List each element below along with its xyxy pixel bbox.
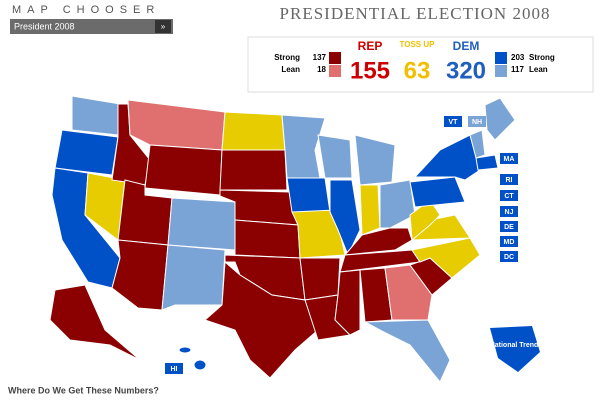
state[interactable] [286,177,331,213]
state[interactable] [219,149,288,191]
dropdown-button[interactable] [155,20,171,33]
rep-strong-swatch [329,52,341,64]
chooser-title: MAP CHOOSER [12,4,160,16]
dem-strong-swatch [495,52,507,64]
label-box[interactable] [468,116,486,127]
state-label: RI [506,177,513,184]
state[interactable] [475,154,499,171]
state[interactable] [281,114,326,179]
dem-strong-label: Strong [529,53,555,62]
rep-label: REP [358,39,383,53]
state-label: DC [504,254,514,261]
state[interactable] [161,244,226,311]
label-box[interactable] [500,206,518,217]
state[interactable] [299,257,341,301]
tossup-total: 63 [404,57,431,84]
label-box[interactable] [500,174,518,185]
state[interactable] [221,111,286,151]
state-label: CT [504,193,514,200]
state[interactable] [411,237,481,279]
state[interactable] [144,144,223,196]
dropdown[interactable] [10,19,173,34]
state-label: NH [472,119,482,126]
summary-panel [247,36,594,93]
state[interactable] [484,97,516,141]
dem-strong: 203 [511,53,525,62]
state[interactable] [317,134,353,179]
state[interactable] [363,319,451,383]
state[interactable] [384,264,433,321]
state[interactable] [49,284,141,361]
title: PRESIDENTIAL ELECTION 2008 [280,4,551,23]
dem-lean-label: Lean [529,65,548,74]
state[interactable] [193,359,207,371]
state[interactable] [111,239,169,311]
national-trend-shape[interactable] [490,326,540,372]
dem-lean: 117 [511,65,524,74]
rep-lean-swatch [329,65,341,77]
rep-total: 155 [350,57,390,84]
dropdown-arrow: » [161,22,166,31]
rep-strong-label: Strong [274,53,300,62]
tossup-label: TOSS UP [400,40,436,49]
state-label: NJ [505,209,514,216]
label-box[interactable] [500,221,518,232]
label-box[interactable] [500,190,518,201]
rep-strong: 137 [313,53,327,62]
state[interactable] [167,197,236,251]
state[interactable] [204,260,319,379]
state[interactable] [413,134,481,181]
state-label: MA [504,156,515,163]
state[interactable] [354,134,396,186]
state-label: HI [171,366,178,373]
us-map [49,95,540,383]
state-labels: VT NH MA RI CT NJ DE MD DC HI [165,116,518,374]
state[interactable] [343,227,413,256]
state[interactable] [359,184,381,236]
footer-link[interactable]: Where Do We Get These Numbers? [8,385,159,395]
state-label: VT [449,119,459,126]
state[interactable] [469,129,486,159]
label-box[interactable] [500,251,518,262]
label-box[interactable] [444,116,462,127]
rep-lean: 18 [317,65,326,74]
label-box[interactable] [500,236,518,247]
state-label: DE [504,224,514,231]
dem-lean-swatch [495,65,507,77]
state[interactable] [234,219,301,259]
state[interactable] [409,176,466,208]
state[interactable] [178,346,192,354]
state[interactable] [71,95,121,136]
label-box[interactable] [165,363,183,374]
dropdown-text: President 2008 [14,21,75,31]
label-box[interactable] [500,153,518,164]
state[interactable] [291,209,346,259]
state-label: MD [504,239,515,246]
state[interactable] [127,99,226,151]
national-trend[interactable]: National Trend [490,342,539,349]
state[interactable] [54,129,119,176]
dem-label: DEM [453,39,480,53]
state[interactable] [379,179,416,229]
rep-lean-label: Lean [281,65,300,74]
dem-total: 320 [446,57,486,84]
